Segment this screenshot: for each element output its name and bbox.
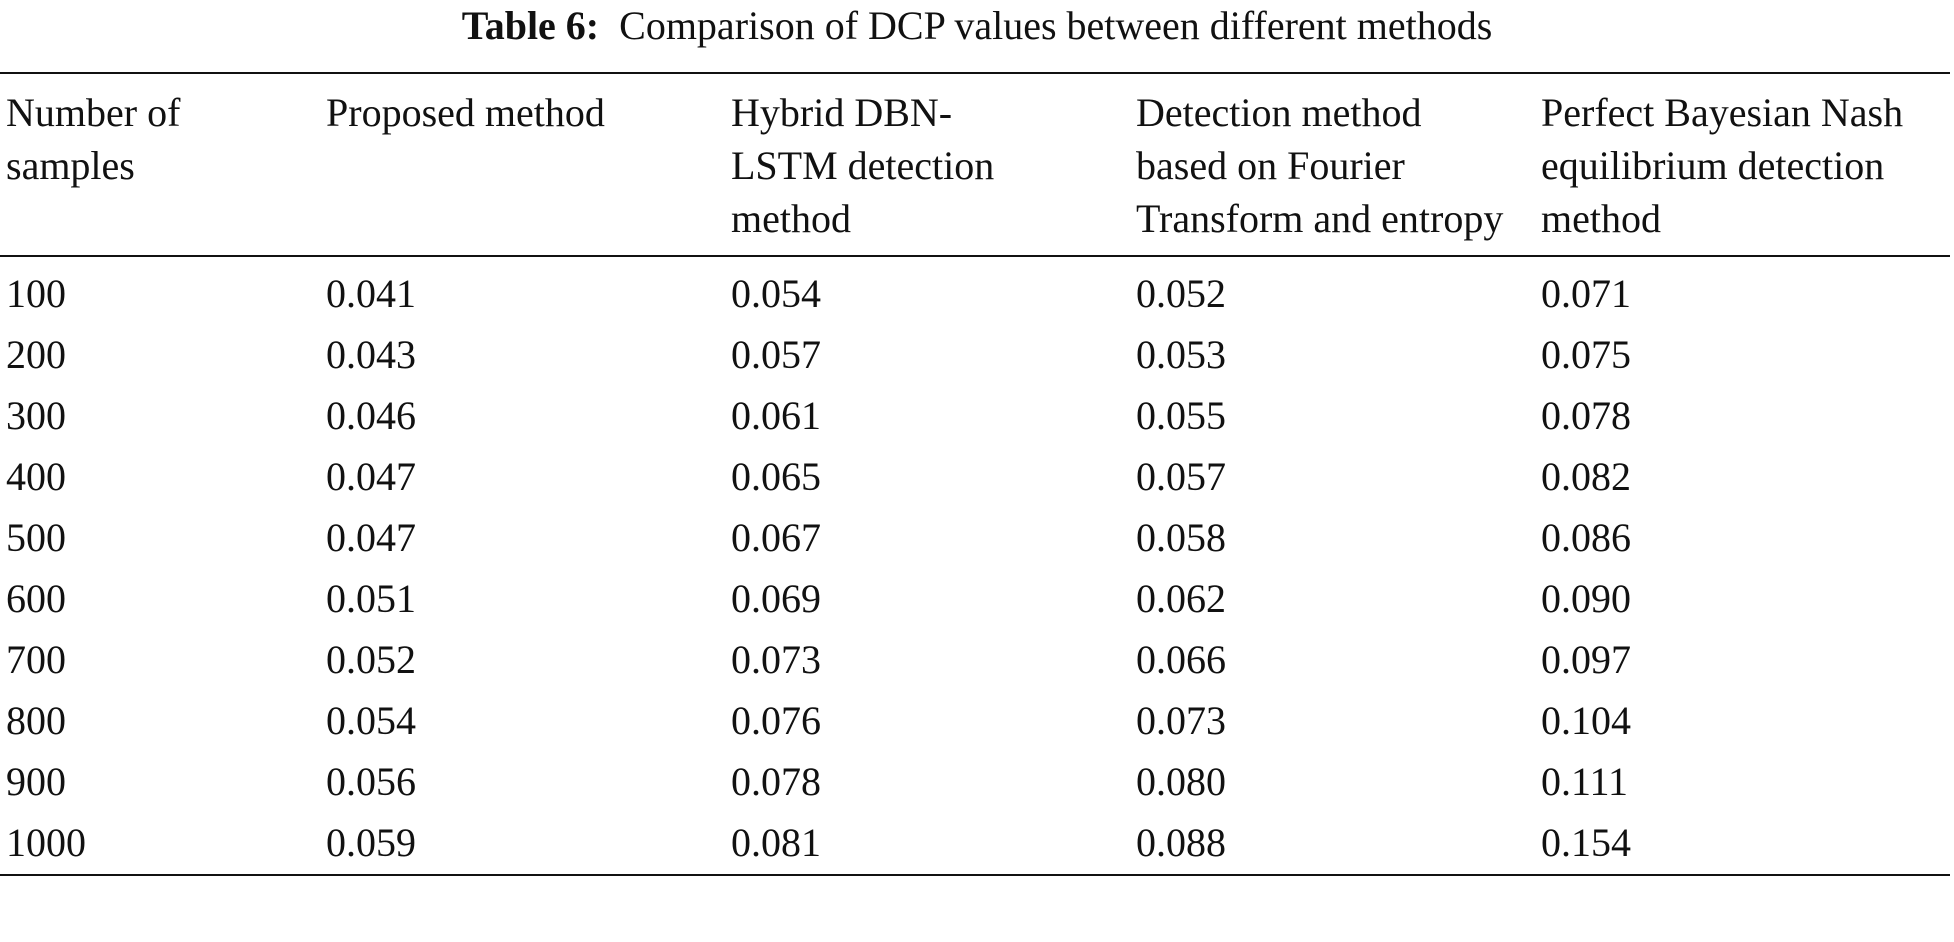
table-row: 500 0.047 0.067 0.058 0.086	[0, 506, 1950, 567]
table-row: 700 0.052 0.073 0.066 0.097	[0, 628, 1950, 689]
table-row: 600 0.051 0.069 0.062 0.090	[0, 567, 1950, 628]
cell-hybrid: 0.054	[731, 271, 821, 316]
cell-proposed: 0.043	[326, 332, 416, 377]
cell-hybrid: 0.069	[731, 576, 821, 621]
cell-samples: 400	[6, 454, 66, 499]
cell-fourier: 0.073	[1136, 698, 1226, 743]
table-caption: Table 6: Comparison of DCP values betwee…	[0, 0, 1954, 60]
header-fourier-entropy: Detection method based on Fourier Transf…	[1136, 90, 1504, 241]
cell-bayesian: 0.086	[1541, 515, 1631, 560]
header-number-of-samples: Number of samples	[6, 90, 181, 188]
table-row: 200 0.043 0.057 0.053 0.075	[0, 323, 1950, 384]
cell-proposed: 0.056	[326, 759, 416, 804]
cell-bayesian: 0.104	[1541, 698, 1631, 743]
cell-hybrid: 0.061	[731, 393, 821, 438]
cell-hybrid: 0.057	[731, 332, 821, 377]
cell-samples: 100	[6, 271, 66, 316]
cell-samples: 200	[6, 332, 66, 377]
cell-hybrid: 0.078	[731, 759, 821, 804]
table-row: 900 0.056 0.078 0.080 0.111	[0, 750, 1950, 811]
cell-proposed: 0.047	[326, 515, 416, 560]
cell-bayesian: 0.082	[1541, 454, 1631, 499]
cell-samples: 800	[6, 698, 66, 743]
cell-bayesian: 0.097	[1541, 637, 1631, 682]
cell-proposed: 0.047	[326, 454, 416, 499]
cell-hybrid: 0.065	[731, 454, 821, 499]
cell-samples: 900	[6, 759, 66, 804]
cell-samples: 700	[6, 637, 66, 682]
cell-fourier: 0.088	[1136, 820, 1226, 865]
cell-samples: 300	[6, 393, 66, 438]
cell-proposed: 0.054	[326, 698, 416, 743]
cell-bayesian: 0.090	[1541, 576, 1631, 621]
cell-fourier: 0.066	[1136, 637, 1226, 682]
cell-samples: 500	[6, 515, 66, 560]
cell-fourier: 0.057	[1136, 454, 1226, 499]
cell-hybrid: 0.081	[731, 820, 821, 865]
table-header: Number of samples Proposed method Hybrid…	[0, 73, 1950, 256]
cell-samples: 600	[6, 576, 66, 621]
table-row: 100 0.041 0.054 0.052 0.071	[0, 256, 1950, 323]
cell-proposed: 0.052	[326, 637, 416, 682]
cell-samples: 1000	[6, 820, 86, 865]
cell-hybrid: 0.073	[731, 637, 821, 682]
cell-bayesian: 0.111	[1541, 759, 1629, 804]
cell-bayesian: 0.078	[1541, 393, 1631, 438]
cell-fourier: 0.080	[1136, 759, 1226, 804]
cell-hybrid: 0.067	[731, 515, 821, 560]
cell-proposed: 0.041	[326, 271, 416, 316]
cell-fourier: 0.052	[1136, 271, 1226, 316]
dcp-comparison-table: Number of samples Proposed method Hybrid…	[0, 72, 1950, 876]
header-proposed-method: Proposed method	[326, 90, 605, 135]
cell-hybrid: 0.076	[731, 698, 821, 743]
caption-text: Comparison of DCP values between differe…	[619, 3, 1493, 48]
table-row: 300 0.046 0.061 0.055 0.078	[0, 384, 1950, 445]
cell-proposed: 0.046	[326, 393, 416, 438]
table-row: 800 0.054 0.076 0.073 0.104	[0, 689, 1950, 750]
cell-fourier: 0.053	[1136, 332, 1226, 377]
caption-label: Table 6:	[461, 3, 600, 48]
cell-fourier: 0.062	[1136, 576, 1226, 621]
header-bayesian-nash: Perfect Bayesian Nash equilibrium detect…	[1541, 90, 1904, 241]
cell-proposed: 0.059	[326, 820, 416, 865]
cell-fourier: 0.058	[1136, 515, 1226, 560]
header-row: Number of samples Proposed method Hybrid…	[0, 73, 1950, 256]
table-row: 1000 0.059 0.081 0.088 0.154	[0, 811, 1950, 875]
cell-fourier: 0.055	[1136, 393, 1226, 438]
cell-bayesian: 0.075	[1541, 332, 1631, 377]
header-hybrid-dbn-lstm: Hybrid DBN-LSTM detection method	[731, 90, 995, 241]
table-row: 400 0.047 0.065 0.057 0.082	[0, 445, 1950, 506]
table-body: 100 0.041 0.054 0.052 0.071 200 0.043 0.…	[0, 256, 1950, 875]
cell-proposed: 0.051	[326, 576, 416, 621]
cell-bayesian: 0.071	[1541, 271, 1631, 316]
cell-bayesian: 0.154	[1541, 820, 1631, 865]
